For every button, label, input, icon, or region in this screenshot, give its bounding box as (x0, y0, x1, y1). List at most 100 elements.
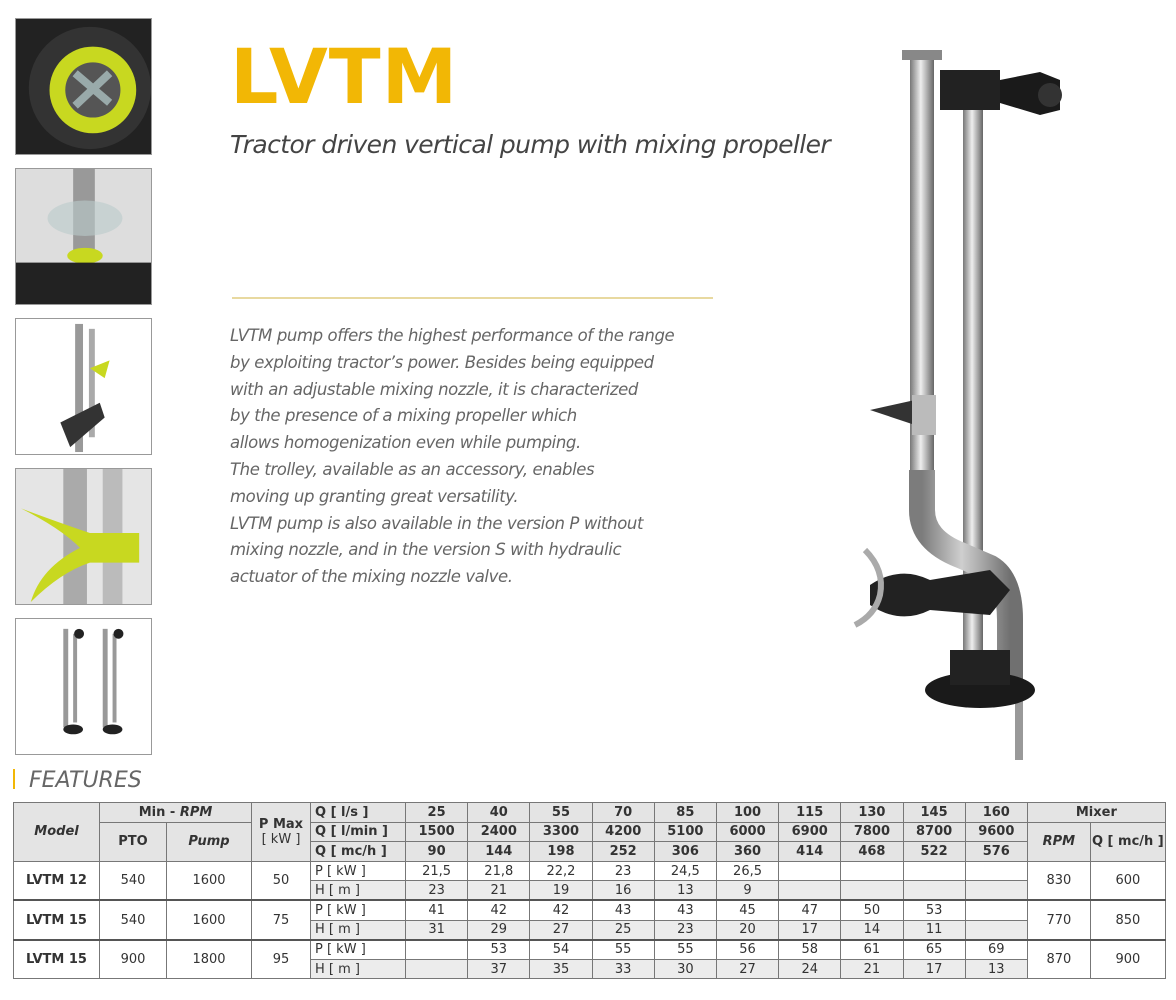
power-value: 47 (778, 899, 842, 921)
power-value: 55 (653, 938, 717, 960)
table-row: H [ m ] 37 35 33 30 27 24 21 17 13 (14, 958, 1166, 980)
header-q-lmin-value: 1500 (404, 821, 469, 843)
header-q-ls-value: 115 (778, 802, 842, 823)
description-line: with an adjustable mixing nozzle, it is … (230, 379, 639, 399)
table-row: LVTM 15 900 1800 95 P [ kW ] 53 54 55 55 56 58 61 65… (13, 938, 1166, 980)
table-row: H [ m ] 23 21 19 16 13 9 (14, 880, 1166, 901)
header-q-ls-value: 25 (404, 802, 469, 823)
description-line: by the presence of a mixing propeller wh… (230, 406, 577, 426)
head-value: 21 (840, 958, 904, 980)
header-pto: PTO (99, 821, 167, 862)
power-value: 24,5 (653, 860, 717, 882)
description-line: mixing nozzle, and in the version S with… (230, 540, 622, 560)
power-value: 41 (404, 899, 469, 921)
header-q-ls-value: 70 (591, 802, 655, 823)
power-value (902, 860, 966, 882)
thumbnail-mixing-propeller[interactable] (15, 468, 152, 605)
propeller-detail-image (16, 169, 151, 304)
header-q-ls-value: 130 (840, 802, 904, 823)
header-q-mch-value: 144 (467, 841, 531, 862)
features-heading: FEATURES (13, 768, 142, 793)
header-q-mch-value: 306 (653, 841, 717, 862)
head-value: 16 (591, 880, 655, 901)
thumbnail-propeller-detail[interactable] (15, 168, 152, 305)
header-q-mch-value: 576 (964, 841, 1028, 862)
power-value: 55 (591, 938, 655, 960)
head-value: 37 (467, 958, 531, 980)
mixer-q-cell: 900 (1089, 938, 1166, 980)
header-q-ls-value: 85 (653, 802, 717, 823)
thumbnail-pump-assembly[interactable] (15, 318, 152, 455)
pto-cell: 540 (99, 899, 167, 941)
pump-rpm-cell: 1800 (166, 938, 252, 980)
power-value: 21,5 (404, 860, 469, 882)
head-value (404, 958, 469, 980)
description-line: The trolley, available as an accessory, … (230, 459, 595, 479)
header-q-lmin-value: 6900 (778, 821, 842, 843)
head-value: 20 (715, 919, 780, 941)
description-line: actuator of the mixing nozzle valve. (230, 567, 513, 587)
head-label: H [ m ] (310, 958, 406, 980)
power-value: 43 (653, 899, 717, 921)
header-q-mch-value: 360 (715, 841, 780, 862)
head-value: 31 (404, 919, 469, 941)
header-q-ls-value: 40 (467, 802, 531, 823)
pump-versions-image (63, 628, 124, 735)
pmax-cell: 50 (251, 860, 311, 901)
head-value (964, 919, 1028, 941)
mixing-propeller-image (16, 469, 151, 604)
head-value (840, 880, 904, 901)
head-value (964, 880, 1028, 901)
head-value: 23 (653, 919, 717, 941)
pto-cell: 540 (99, 860, 167, 901)
thumbnail-pump-versions[interactable] (15, 618, 152, 755)
header-q-mch-value: 90 (404, 841, 469, 862)
power-value: 45 (715, 899, 780, 921)
header-q-mch-value: 468 (840, 841, 904, 862)
header-q-lmin-value: 8700 (902, 821, 966, 843)
power-label: P [ kW ] (310, 938, 406, 960)
header-q-mch: Q [ mc/h ] (310, 841, 406, 862)
table-row: H [ m ] 31 29 27 25 23 20 17 14 11 (14, 919, 1166, 941)
header-q-mch-value: 414 (778, 841, 842, 862)
head-value: 11 (902, 919, 966, 941)
model-cell: LVTM 15 (13, 938, 100, 980)
header-min-rpm: Min - RPM (99, 802, 252, 823)
header-q-ls-value: 100 (715, 802, 780, 823)
description-line: allows homogenization even while pumping… (230, 433, 581, 453)
power-value: 22,2 (529, 860, 593, 882)
specifications-table: Model Min - RPM P Max[ kW ] Q [ l/s ] 25… (13, 802, 1166, 980)
head-value: 27 (715, 958, 780, 980)
head-value: 21 (467, 880, 531, 901)
head-value: 17 (902, 958, 966, 980)
power-value: 43 (591, 899, 655, 921)
header-q-ls-value: 145 (902, 802, 966, 823)
heading-accent-bar (13, 769, 15, 789)
header-q-lmin: Q [ l/min ] (310, 821, 406, 843)
head-value: 19 (529, 880, 593, 901)
thumbnail-propeller-housing[interactable] (15, 18, 152, 155)
pump-product-image (853, 50, 1062, 760)
head-label: H [ m ] (310, 880, 406, 901)
divider (232, 297, 713, 299)
mixer-q-cell: 600 (1089, 860, 1166, 901)
power-value: 23 (591, 860, 655, 882)
pump-rpm-cell: 1600 (166, 860, 252, 901)
head-value: 33 (591, 958, 655, 980)
product-description: LVTM pump offers the highest performance… (230, 323, 710, 591)
header-q-lmin-value: 4200 (591, 821, 655, 843)
power-value: 50 (840, 899, 904, 921)
power-value: 21,8 (467, 860, 531, 882)
pmax-cell: 75 (251, 899, 311, 941)
pto-cell: 900 (99, 938, 167, 980)
head-value: 27 (529, 919, 593, 941)
header-q-mch-value: 198 (529, 841, 593, 862)
header-pmax: P Max[ kW ] (251, 802, 311, 862)
header-q-lmin-value: 2400 (467, 821, 531, 843)
product-subtitle: Tractor driven vertical pump with mixing… (230, 130, 831, 159)
propeller-housing-image (16, 19, 151, 154)
head-value: 9 (715, 880, 780, 901)
header-mixer: Mixer (1026, 802, 1166, 823)
power-label: P [ kW ] (310, 860, 406, 882)
features-heading-text: FEATURES (29, 768, 142, 793)
